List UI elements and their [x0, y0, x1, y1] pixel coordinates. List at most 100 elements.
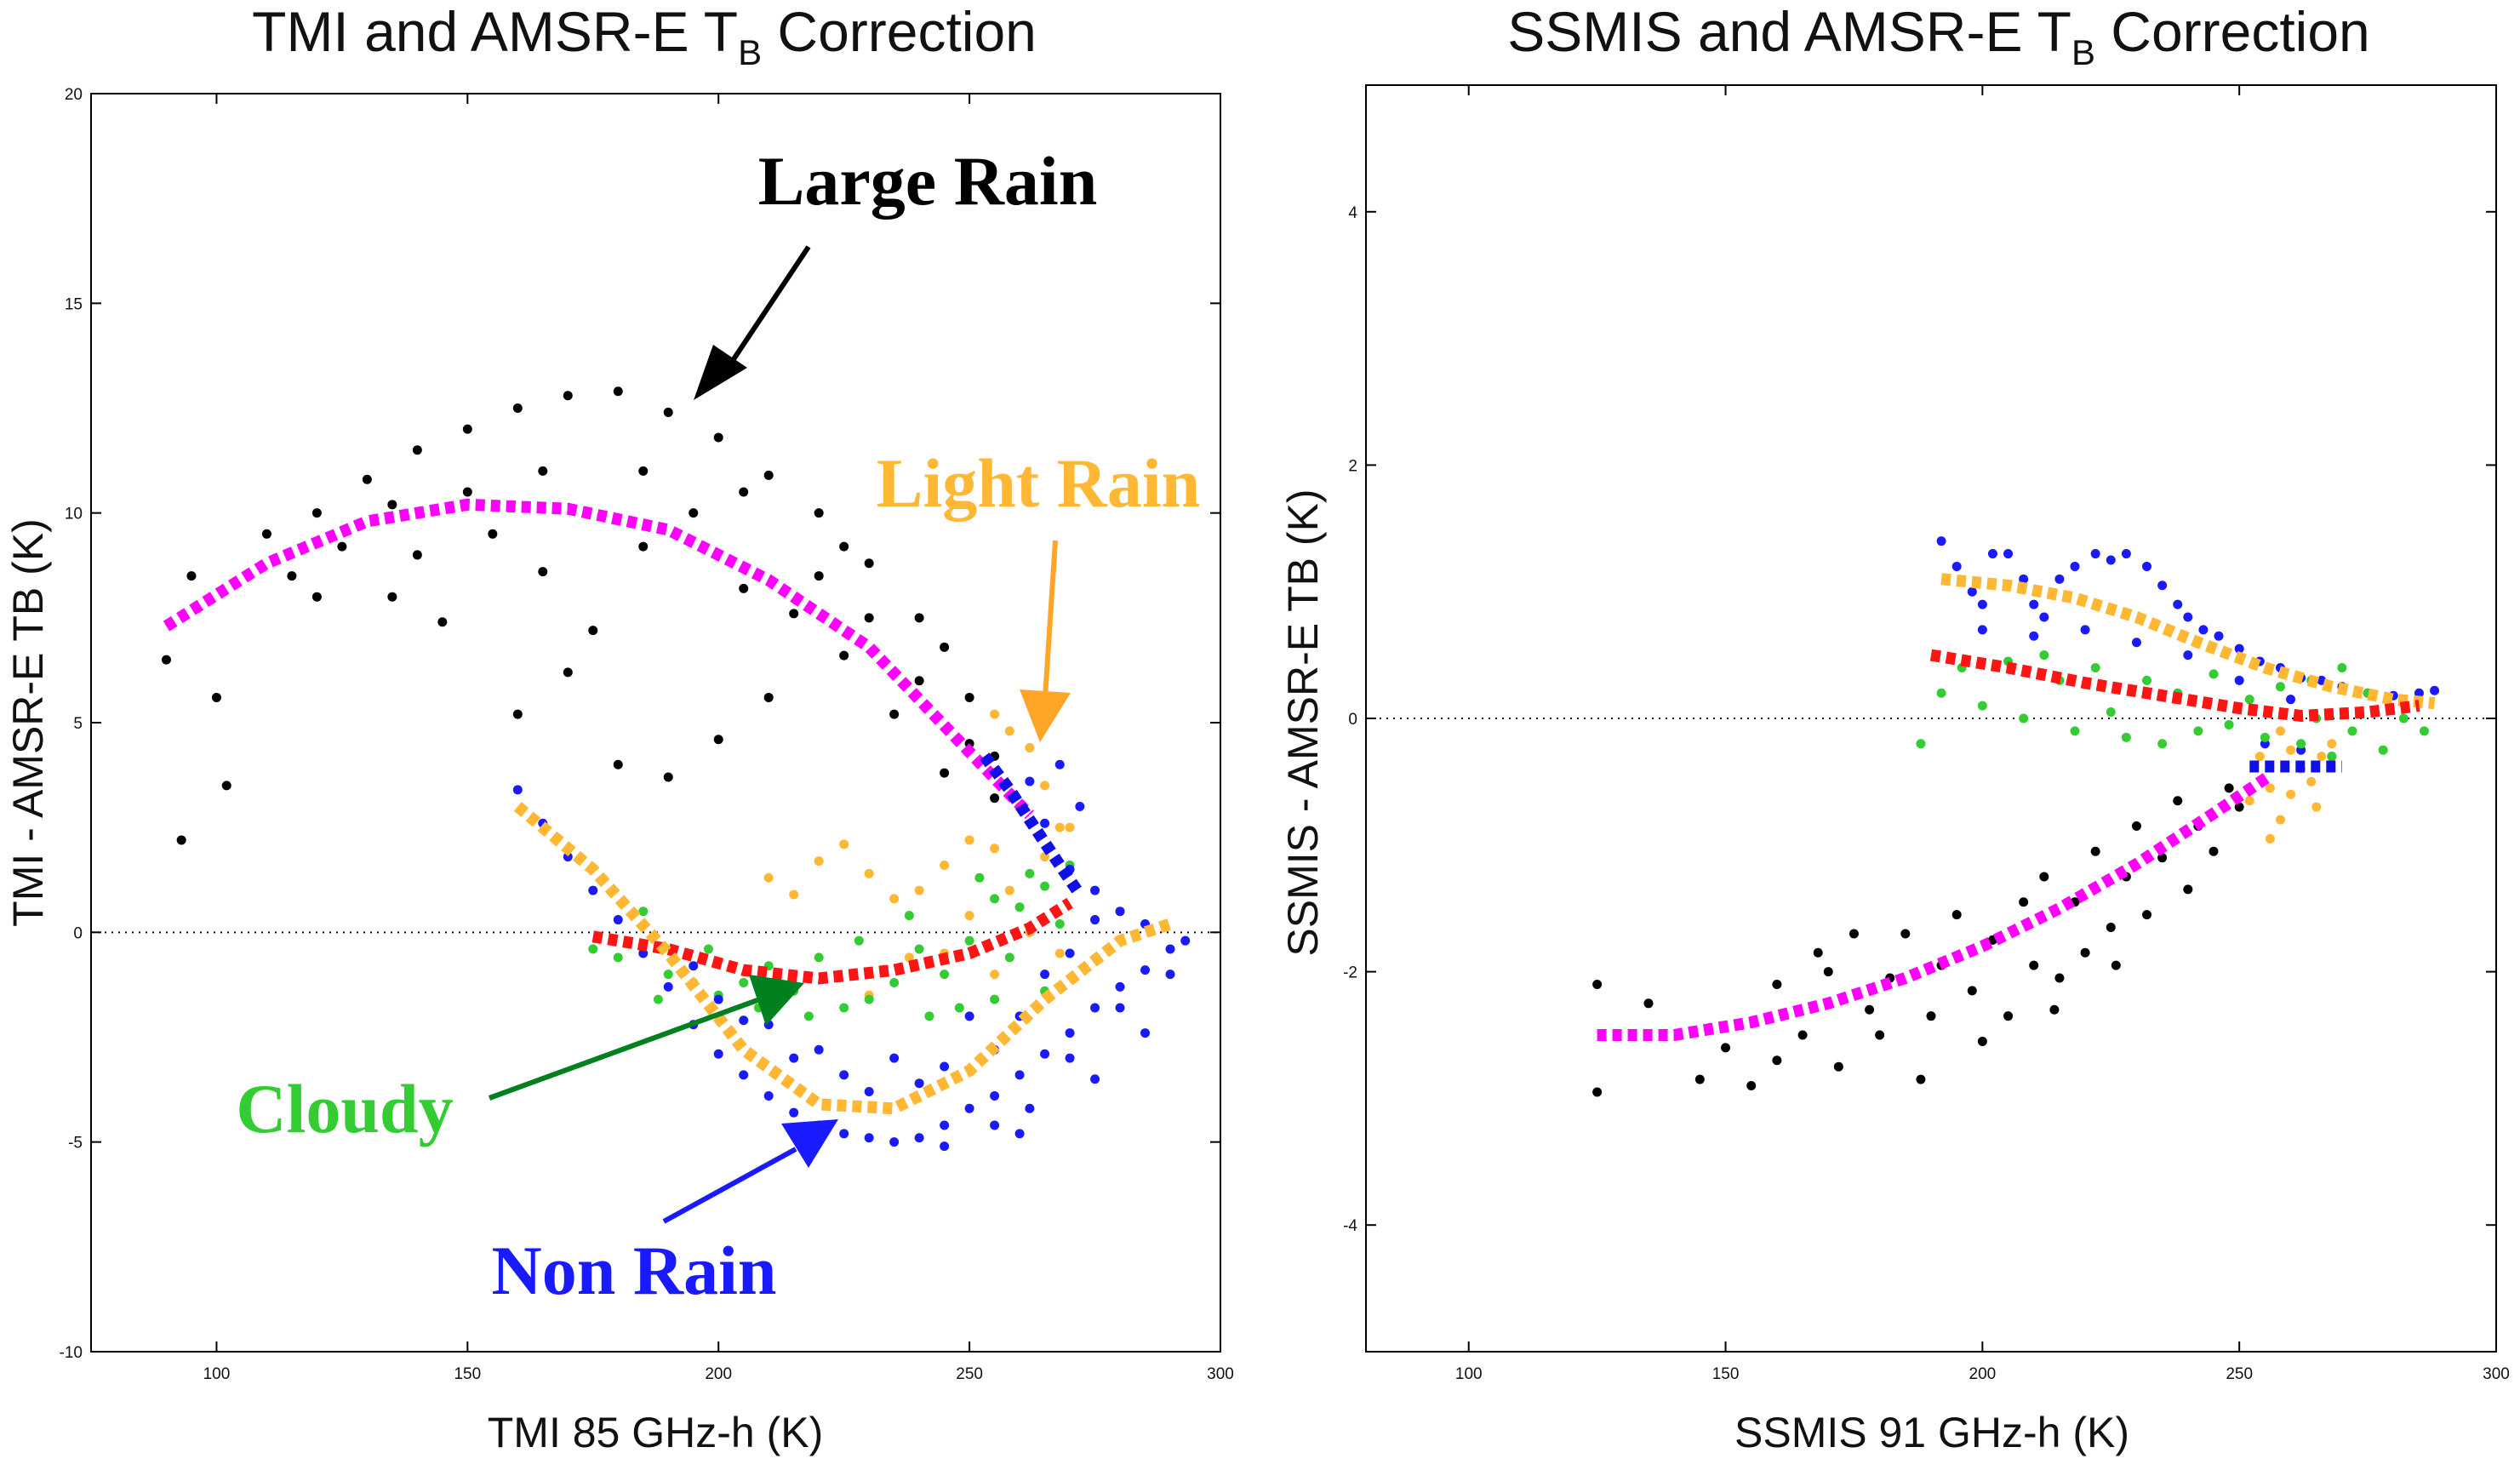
left-large-rain-point-32	[839, 650, 849, 661]
right-cloudy-point-21	[2296, 739, 2306, 749]
left-cloudy-point-17	[1004, 952, 1014, 963]
left-large-rain-point-6	[311, 508, 322, 518]
left-light-rain-point-9	[914, 885, 924, 895]
right-x-tick-label-2: 200	[1969, 1365, 1997, 1383]
left-non-rain-point-42	[789, 1053, 799, 1063]
left-large-rain-point-40	[663, 772, 673, 782]
left-light-rain-point-18	[1004, 885, 1014, 895]
right-non-rain-point-20	[2234, 643, 2244, 654]
left-large-rain-point-30	[739, 583, 749, 593]
left-large-rain-point-50	[462, 487, 472, 497]
right-non-rain-point-29	[2430, 685, 2440, 695]
left-large-rain-point-52	[839, 541, 849, 552]
left-large-rain-point-41	[412, 550, 422, 560]
left-cloudy-point-2	[638, 907, 649, 917]
left-y-tick-label-5: 15	[65, 295, 83, 313]
left-light-rain-point-0	[990, 709, 1000, 719]
left-non-rain-point-53	[1115, 1003, 1125, 1013]
right-large-rain-point-14	[1916, 1074, 1926, 1084]
left-large-rain-point-43	[864, 613, 874, 623]
right-large-rain-point-32	[2142, 910, 2152, 920]
right-large-rain-point-29	[2106, 923, 2116, 933]
right-cloudy-point-5	[2019, 713, 2029, 724]
right-light-rain-point-9	[2244, 796, 2254, 806]
left-cloudy-point-29	[854, 935, 864, 946]
left-cloudy-point-26	[703, 944, 713, 954]
right-fit-curves	[1597, 573, 2436, 1041]
right-large-rain-point-4	[1721, 1043, 1731, 1053]
right-non-rain-point-9	[2054, 574, 2065, 584]
right-cloudy-point-27	[2398, 713, 2409, 724]
left-light-rain-point-22	[990, 970, 1000, 980]
left-cloudy-point-22	[990, 994, 1000, 1004]
right-cloudy-point-0	[1916, 739, 1926, 749]
left-large-rain-point-20	[990, 793, 1000, 804]
left-large-rain-point-17	[864, 558, 874, 569]
left-large-rain-point-18	[914, 613, 924, 623]
left-fit-curves	[163, 498, 1173, 1115]
left-y-tick-label-1: -5	[68, 1135, 83, 1153]
right-large-rain-point-17	[1951, 910, 1962, 920]
left-non-rain-point-39	[864, 1087, 874, 1097]
left-non-rain-point-58	[990, 1120, 1000, 1130]
right-non-rain-point-1	[1951, 561, 1962, 571]
right-light-rain-point-12	[2275, 726, 2285, 736]
non-rain-label: Non Rain	[492, 1232, 777, 1309]
left-light-rain-point-15	[763, 872, 774, 883]
left-light-rain-point-14	[789, 889, 799, 900]
left-y-tick-label-6: 20	[65, 86, 83, 104]
left-light-rain-point-1	[1004, 726, 1014, 736]
right-light-rain-point-2	[2275, 815, 2285, 825]
left-cloudy-point-33	[974, 872, 985, 883]
left-non-rain-point-55	[1165, 970, 1175, 980]
left-large-rain-point-14	[713, 432, 723, 443]
left-axes-ticks: 100 150 200 250 300 -10 -5 0 5 10 15 20	[60, 86, 1234, 1383]
right-y-tick-label-2: 0	[1348, 711, 1357, 729]
left-large-rain-point-24	[437, 617, 448, 627]
left-non-rain-point-18	[964, 1103, 974, 1113]
left-non-rain-point-40	[839, 1070, 849, 1080]
right-non-rain-point-18	[2198, 625, 2209, 635]
right-x-axis-label: SSMIS 91 GHz-h (K)	[1734, 1409, 2129, 1456]
left-large-rain-point-42	[311, 592, 322, 602]
right-cloudy-point-16	[2209, 669, 2219, 679]
right-light-rain-point-5	[2306, 776, 2317, 786]
left-non-rain-point-23	[1090, 1003, 1100, 1013]
left-large-rain-point-1	[211, 692, 221, 702]
large-rain-label: Large Rain	[758, 142, 1098, 220]
right-light-rain-point-8	[2265, 833, 2275, 844]
right-scatter-points	[1592, 536, 2440, 1097]
right-light-rain-point-3	[2286, 789, 2296, 799]
left-cloudy-point-30	[904, 911, 914, 921]
right-cloudy-point-18	[2244, 695, 2254, 705]
left-cloudy-point-28	[803, 1011, 814, 1021]
right-x-tick-label-1: 150	[1712, 1365, 1740, 1383]
left-large-rain-point-5	[261, 529, 271, 539]
right-large-rain-point-5	[1746, 1081, 1757, 1091]
right-cloudy-point-13	[2157, 739, 2168, 749]
cloudy-arrow-head	[749, 975, 804, 1026]
left-cloudy-point-25	[653, 994, 663, 1004]
left-large-rain-point-10	[512, 403, 523, 413]
left-non-rain-point-10	[763, 1090, 774, 1101]
right-large-rain-point-22	[2019, 897, 2029, 907]
right-large-rain-point-9	[1833, 1061, 1843, 1072]
right-x-tick-label-0: 100	[1455, 1365, 1483, 1383]
right-large-rain-fit-curve	[1597, 770, 2274, 1041]
left-cloudy-point-15	[964, 935, 974, 946]
right-cloudy-point-20	[2275, 682, 2285, 692]
right-large-rain-point-6	[1772, 979, 1782, 989]
left-large-rain-point-0	[186, 571, 197, 581]
right-large-rain-point-41	[1823, 967, 1833, 977]
left-non-rain-point-38	[889, 1053, 900, 1063]
left-non-rain-point-36	[940, 1061, 950, 1072]
left-light-rain-point-11	[864, 868, 874, 878]
left-non-rain-point-2	[563, 852, 573, 862]
left-large-rain-point-46	[814, 571, 824, 581]
left-large-rain-point-26	[538, 567, 548, 577]
annotations: Large Rain Light Rain Cloudy Non Rain	[236, 142, 1200, 1309]
left-large-rain-point-27	[588, 626, 598, 636]
left-large-rain-fit-curve	[163, 498, 1034, 820]
left-non-rain-point-32	[1040, 970, 1050, 980]
